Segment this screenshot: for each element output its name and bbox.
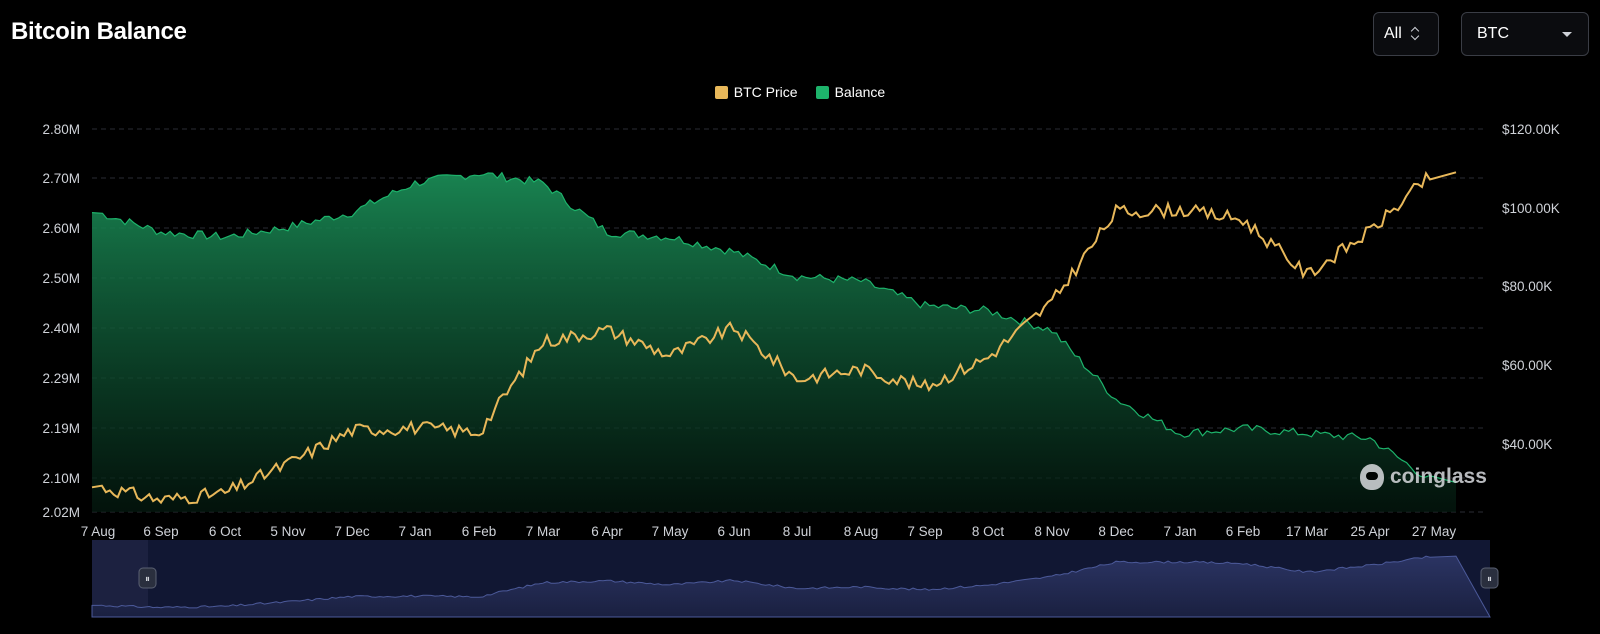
svg-text:⏸: ⏸ xyxy=(1487,574,1492,585)
x-axis: 7 Aug 6 Sep 6 Oct 5 Nov 7 Dec 7 Jan 6 Feb 7 Mar… xyxy=(81,524,1457,539)
y-right-tick-label: $60.00K xyxy=(1502,358,1552,373)
chevron-down-icon xyxy=(1562,32,1572,37)
x-tick-label: 8 Oct xyxy=(972,524,1005,539)
x-tick-label: 8 Aug xyxy=(844,524,879,539)
series-balance-area xyxy=(92,172,1456,512)
x-tick-label: 6 Apr xyxy=(591,524,623,539)
range-navigator[interactable]: ⏸ ⏸ xyxy=(91,540,1499,618)
x-tick-label: 6 Oct xyxy=(209,524,242,539)
chart-legend: BTC Price Balance xyxy=(0,84,1600,100)
y-right-axis: $120.00K $100.00K $80.00K $60.00K $40.00K xyxy=(1502,122,1560,452)
y-left-tick-label: 2.10M xyxy=(42,471,80,486)
x-tick-label: 7 Sep xyxy=(907,524,942,539)
svg-text:⏸: ⏸ xyxy=(145,574,150,585)
legend-label-btc-price: BTC Price xyxy=(733,84,798,100)
x-tick-label: 8 Nov xyxy=(1034,524,1070,539)
navigator-handle-right[interactable]: ⏸ xyxy=(1480,567,1499,589)
x-tick-label: 27 May xyxy=(1412,524,1457,539)
legend-item-btc-price[interactable]: BTC Price xyxy=(714,84,798,100)
legend-label-balance: Balance xyxy=(834,84,886,100)
y-left-tick-label: 2.19M xyxy=(42,421,80,436)
watermark-text: coinglass xyxy=(1390,465,1487,488)
navigator-handle-left[interactable]: ⏸ xyxy=(138,567,157,589)
y-right-tick-label: $100.00K xyxy=(1502,201,1560,216)
x-tick-label: 7 Jan xyxy=(398,524,431,539)
x-tick-label: 6 Sep xyxy=(143,524,178,539)
y-left-axis: 2.80M 2.70M 2.60M 2.50M 2.40M 2.29M 2.19M 2.10M… xyxy=(42,122,80,520)
x-tick-label: 25 Apr xyxy=(1350,524,1390,539)
coinglass-logo-icon xyxy=(1360,464,1384,490)
x-tick-label: 7 Jan xyxy=(1163,524,1196,539)
x-tick-label: 7 Dec xyxy=(334,524,370,539)
series-balance-line xyxy=(91,171,1457,484)
x-tick-label: 6 Jun xyxy=(717,524,750,539)
navigator-series xyxy=(91,555,1491,618)
legend-swatch-btc-price xyxy=(714,85,728,99)
y-left-tick-label: 2.02M xyxy=(42,505,80,520)
time-range-label: All xyxy=(1384,25,1402,42)
y-left-tick-label: 2.40M xyxy=(42,321,80,336)
y-right-tick-label: $120.00K xyxy=(1502,122,1560,137)
page-title: Bitcoin Balance xyxy=(11,18,187,45)
x-tick-label: 6 Feb xyxy=(462,524,497,539)
x-tick-label: 6 Feb xyxy=(1226,524,1261,539)
y-left-tick-label: 2.29M xyxy=(42,371,80,386)
asset-select[interactable]: BTC xyxy=(1461,12,1589,56)
x-tick-label: 17 Mar xyxy=(1286,524,1329,539)
y-left-tick-label: 2.60M xyxy=(42,221,80,236)
series-btc-price-line xyxy=(91,170,1457,505)
legend-swatch-balance xyxy=(815,85,829,99)
time-range-select[interactable]: All xyxy=(1373,12,1439,56)
x-tick-label: 5 Nov xyxy=(270,524,306,539)
x-tick-label: 8 Dec xyxy=(1098,524,1134,539)
x-tick-label: 8 Jul xyxy=(783,524,812,539)
x-tick-label: 7 May xyxy=(652,524,689,539)
legend-item-balance[interactable]: Balance xyxy=(815,84,886,100)
y-left-tick-label: 2.50M xyxy=(42,271,80,286)
y-right-tick-label: $80.00K xyxy=(1502,279,1552,294)
coinglass-watermark: coinglass xyxy=(1360,464,1487,490)
y-left-tick-label: 2.70M xyxy=(42,171,80,186)
y-right-tick-label: $40.00K xyxy=(1502,437,1552,452)
y-left-tick-label: 2.80M xyxy=(42,122,80,137)
x-tick-label: 7 Aug xyxy=(81,524,116,539)
x-tick-label: 7 Mar xyxy=(526,524,561,539)
asset-label: BTC xyxy=(1477,25,1509,42)
